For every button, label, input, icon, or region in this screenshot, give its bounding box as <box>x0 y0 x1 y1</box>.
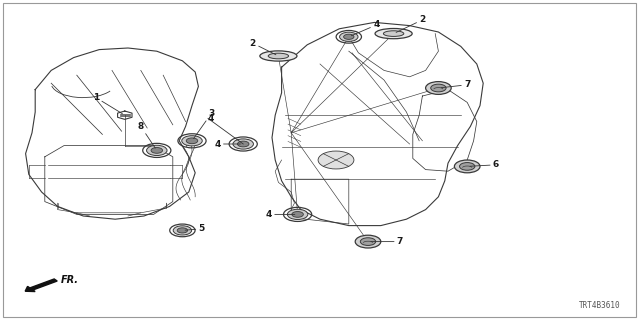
Circle shape <box>292 212 303 217</box>
Circle shape <box>454 160 480 173</box>
Text: FR.: FR. <box>61 275 79 285</box>
Circle shape <box>431 84 446 92</box>
Text: 4: 4 <box>214 140 241 148</box>
Circle shape <box>360 238 376 245</box>
Text: 4: 4 <box>351 20 380 36</box>
Text: 5: 5 <box>185 224 205 233</box>
Text: 6: 6 <box>470 160 499 169</box>
FancyArrow shape <box>25 279 57 292</box>
Text: 7: 7 <box>371 237 403 246</box>
Text: 2: 2 <box>250 39 276 55</box>
Circle shape <box>287 209 308 220</box>
Text: 3: 3 <box>194 109 214 139</box>
Circle shape <box>318 151 354 169</box>
Circle shape <box>233 139 253 149</box>
Circle shape <box>177 228 188 233</box>
Circle shape <box>355 235 381 248</box>
Circle shape <box>186 138 198 144</box>
Text: 2: 2 <box>396 15 426 32</box>
Text: 4: 4 <box>266 210 295 219</box>
Ellipse shape <box>260 51 297 61</box>
Ellipse shape <box>375 28 412 39</box>
Text: 1: 1 <box>93 93 122 114</box>
Circle shape <box>344 34 354 39</box>
Circle shape <box>173 226 191 235</box>
Ellipse shape <box>268 53 289 59</box>
Circle shape <box>147 145 167 156</box>
Circle shape <box>426 82 451 94</box>
Text: TRT4B3610: TRT4B3610 <box>579 301 621 310</box>
Circle shape <box>151 148 163 153</box>
Circle shape <box>237 141 249 147</box>
Text: 4: 4 <box>208 114 214 123</box>
Text: 7: 7 <box>441 80 470 89</box>
Ellipse shape <box>383 31 404 36</box>
Text: 8: 8 <box>138 122 156 148</box>
Circle shape <box>182 136 202 146</box>
Circle shape <box>340 32 358 41</box>
Circle shape <box>460 163 475 170</box>
